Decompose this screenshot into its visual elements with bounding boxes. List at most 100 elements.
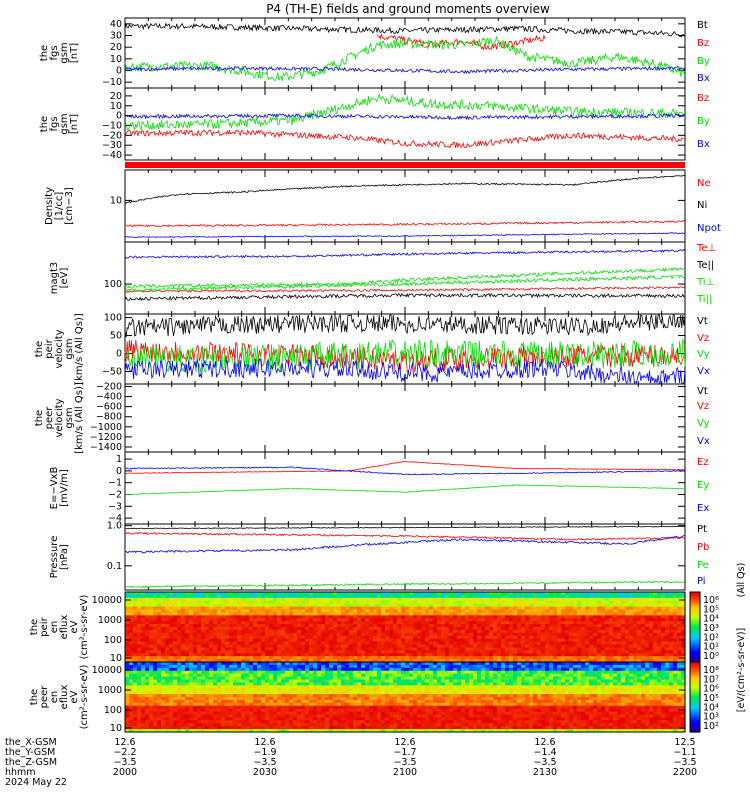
ylabel-line: eflux	[59, 685, 70, 710]
legend-entry: Vy	[697, 349, 710, 360]
xaxis-value: −1.7	[393, 747, 416, 758]
xaxis-value: −3.5	[253, 757, 276, 768]
series-line-Ni	[124, 174, 686, 204]
colorbar-tick: 10⁵	[703, 604, 719, 615]
colorbar-tick: 10²	[703, 721, 719, 732]
series-line-Ez	[124, 460, 686, 474]
ylabel-line: the	[29, 689, 40, 705]
ytick-label: 20	[110, 42, 122, 53]
series-line-Bt	[124, 22, 686, 38]
ytick-label: −200	[96, 382, 122, 393]
xaxis-value: −2.2	[113, 747, 136, 758]
colorbar-tick: 10⁴	[703, 702, 719, 713]
x-axis-labels: the_X-GSM 12.6 12.6 12.6 12.6 12.5 the_Y-GSM −2…	[5, 737, 697, 788]
ytick-label: 100	[104, 313, 122, 324]
legend-entry: Pb	[697, 542, 709, 553]
xaxis-value: 2200	[673, 767, 697, 778]
ytick-label: 0	[116, 111, 122, 122]
ylabel-line: velocity	[54, 329, 65, 368]
ylabel-line: eV	[69, 690, 80, 703]
legend-entry: Vy	[697, 418, 710, 429]
ylabel-line: [nT]	[69, 43, 80, 63]
legend-entry: Pe	[697, 560, 709, 571]
series-line-Ey	[124, 484, 685, 496]
ytick-label: 10	[110, 195, 122, 206]
panel-frame	[124, 451, 686, 525]
xaxis-value: 12.6	[114, 737, 135, 748]
legend-entry: Bx	[697, 139, 710, 150]
ytick-label: −1400	[90, 442, 122, 453]
xaxis-value: 12.6	[254, 737, 275, 748]
ytick-label: 1.0	[107, 521, 122, 532]
colorbar-tick: 10⁸	[703, 665, 719, 676]
series-line-Ex	[124, 466, 686, 476]
colorbar-tick: 10⁰	[703, 651, 719, 662]
ylabel-line: the	[34, 410, 45, 426]
legend-entry: Vt	[697, 316, 708, 327]
ytick-label: 10	[110, 54, 122, 65]
ylabel-line: peer	[44, 406, 55, 430]
colorbar-tick: 10²	[703, 632, 719, 643]
colorbar-tick: 10³	[703, 623, 719, 634]
xaxis-row-label: the_Y-GSM	[5, 747, 55, 758]
ylabel-line: velocity	[54, 398, 65, 437]
separator-bar	[125, 162, 685, 168]
ytick-label: −50	[102, 366, 122, 377]
spectrogram	[125, 662, 686, 733]
legend-entry: Bz	[697, 38, 709, 49]
ytick-label: 1000	[98, 615, 122, 626]
ylabel-line: magt3	[49, 262, 60, 295]
legend-entry: Ez	[697, 457, 709, 468]
ytick-label: −1000	[90, 422, 122, 433]
series-line-Ne	[124, 220, 686, 228]
ytick-label: −40	[102, 150, 122, 161]
xaxis-value: −1.4	[533, 747, 556, 758]
series-line-Bz	[124, 128, 686, 149]
series-line-Bz	[376, 33, 546, 51]
ytick-label: −30	[102, 140, 122, 151]
ytick-label: −800	[96, 412, 122, 423]
legend-entry: By	[697, 116, 710, 127]
panel-frame	[124, 241, 686, 315]
ylabel-line: [nT]	[69, 114, 80, 134]
ylabel-line: (cm²-s-sr-eV)	[79, 595, 90, 660]
colorbar-tick: 10¹	[703, 642, 719, 653]
ylabel-line: en	[49, 621, 60, 634]
series-line-Npot	[124, 232, 686, 238]
ylabel-line: E=−VxB	[49, 467, 60, 510]
ylabel-line: fgs	[49, 116, 60, 131]
xaxis-value: 2030	[253, 767, 277, 778]
xaxis-value: −3.5	[113, 757, 136, 768]
ylabel-line: [nPa]	[59, 544, 70, 570]
ylabel-line: Pressure	[49, 536, 60, 579]
colorbar-tick: 10⁴	[703, 614, 719, 625]
series-line-Vt	[124, 313, 686, 338]
ytick-label: −3	[108, 501, 122, 512]
legend-entry: Bz	[697, 93, 709, 104]
xaxis-value: −1.1	[673, 747, 696, 758]
ytick-label: 0	[116, 348, 122, 359]
ytick-label: 10	[110, 723, 122, 734]
ylabel-line: [1/cc]	[54, 192, 65, 221]
panel-peir_spec: the peir en eflux eV (cm²-s-sr-eV) 10000 1000 10…	[29, 591, 686, 664]
xaxis-date: 2024 May 22	[5, 777, 67, 788]
ytick-label: −10	[102, 77, 122, 88]
spectrogram	[125, 592, 686, 663]
legend-entry: Vz	[697, 333, 709, 344]
legend-entry: Vt	[697, 386, 708, 397]
legend-entry: By	[697, 56, 710, 67]
colorbar-tick: 10⁵	[703, 693, 719, 704]
ytick-label: 100	[104, 635, 122, 646]
ylabel-line: peer	[39, 685, 50, 709]
ylabel-line: (cm²-s-sr-eV)	[79, 665, 90, 730]
series-line-Ti||	[124, 275, 686, 293]
colorbar: 10⁶10⁵10⁴10³10²10¹10⁰10⁸10⁷10⁶10⁵10⁴10³1…	[689, 563, 747, 733]
xaxis-value: −1.9	[253, 747, 276, 758]
ytick-label: 10	[110, 101, 122, 112]
panel-frame	[124, 523, 686, 591]
ylabel-line: the	[34, 341, 45, 357]
series-line-Ti⊥	[124, 267, 686, 289]
ytick-label: 0	[116, 466, 122, 477]
panel-velocity: the peir velocity gsm [km/s (All Qs)] 100 50 0 −…	[34, 313, 710, 385]
ylabel-line: [km/s (All Qs)]	[74, 382, 85, 454]
